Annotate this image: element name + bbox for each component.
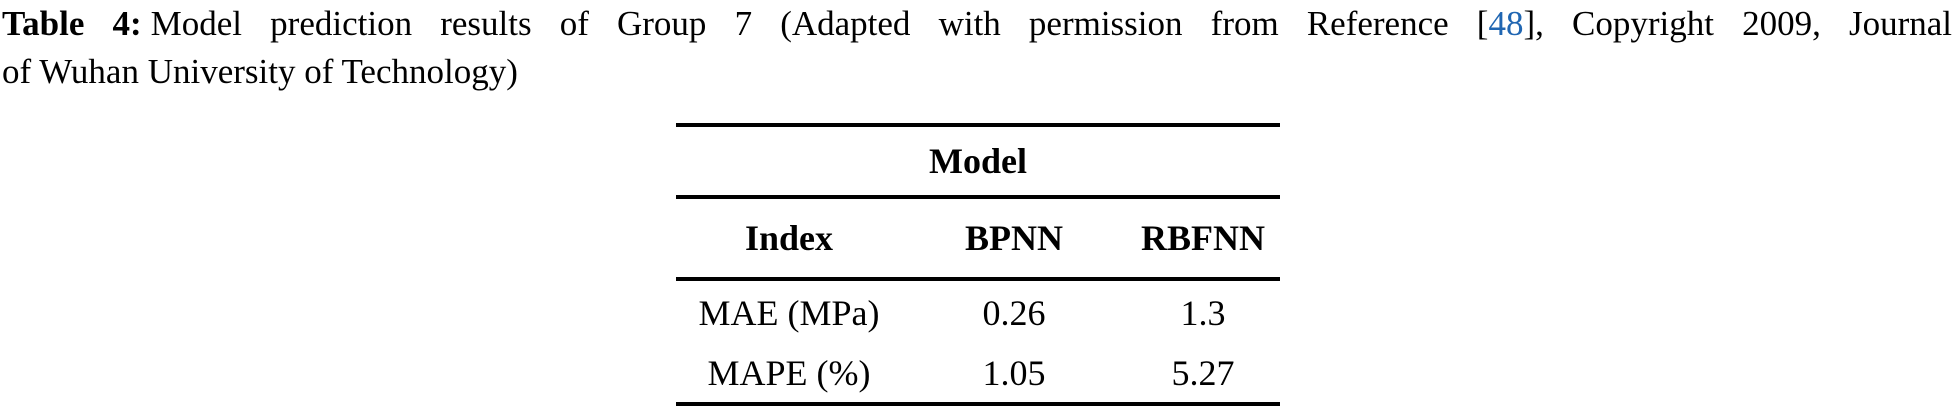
table-bottom-rule	[676, 402, 1280, 406]
citation-link-48[interactable]: 48	[1488, 4, 1524, 43]
table-mid-rule-2	[676, 277, 1280, 281]
caption-text-after-citation: ], Copyright 2009, Journal	[1523, 4, 1952, 43]
cell-mape-rbfnn: 5.27	[1171, 352, 1235, 393]
caption-text-before-citation: Model prediction results of Group 7 (Ada…	[150, 4, 1489, 43]
cell-mae-label: MAE (MPa)	[698, 293, 880, 333]
cell-mae-rbfnn: 1.3	[1180, 293, 1226, 333]
table-row-mae: MAE (MPa) 0.26 1.3	[676, 283, 1280, 343]
caption-line-1: Table 4: Model prediction results of Grou…	[2, 0, 1952, 48]
table-header-row: Index BPNN RBFNN	[676, 199, 1280, 277]
cell-mape-bpnn: 1.05	[982, 352, 1046, 393]
col-header-rbfnn: RBFNN	[1141, 218, 1265, 258]
table-top-rule	[676, 123, 1280, 127]
caption-table-number: Table 4:	[2, 4, 142, 43]
spanner-header-model: Model	[929, 141, 1027, 181]
caption-line-2: of Wuhan University of Technology)	[2, 52, 518, 91]
col-header-index: Index	[744, 218, 834, 258]
table-row-mape: MAPE (%) 1.05 5.27	[676, 343, 1280, 402]
col-header-bpnn: BPNN	[965, 218, 1063, 258]
table-caption: Table 4: Model prediction results of Grou…	[2, 0, 1952, 96]
cell-mae-bpnn: 0.26	[982, 293, 1046, 333]
table-spanner-row: Model	[676, 127, 1280, 195]
results-table: Model Index BPNN RBFNN MAE (MPa) 0.26 1.…	[676, 123, 1280, 406]
cell-mape-label: MAPE (%)	[707, 352, 871, 393]
table-mid-rule-1	[676, 195, 1280, 199]
